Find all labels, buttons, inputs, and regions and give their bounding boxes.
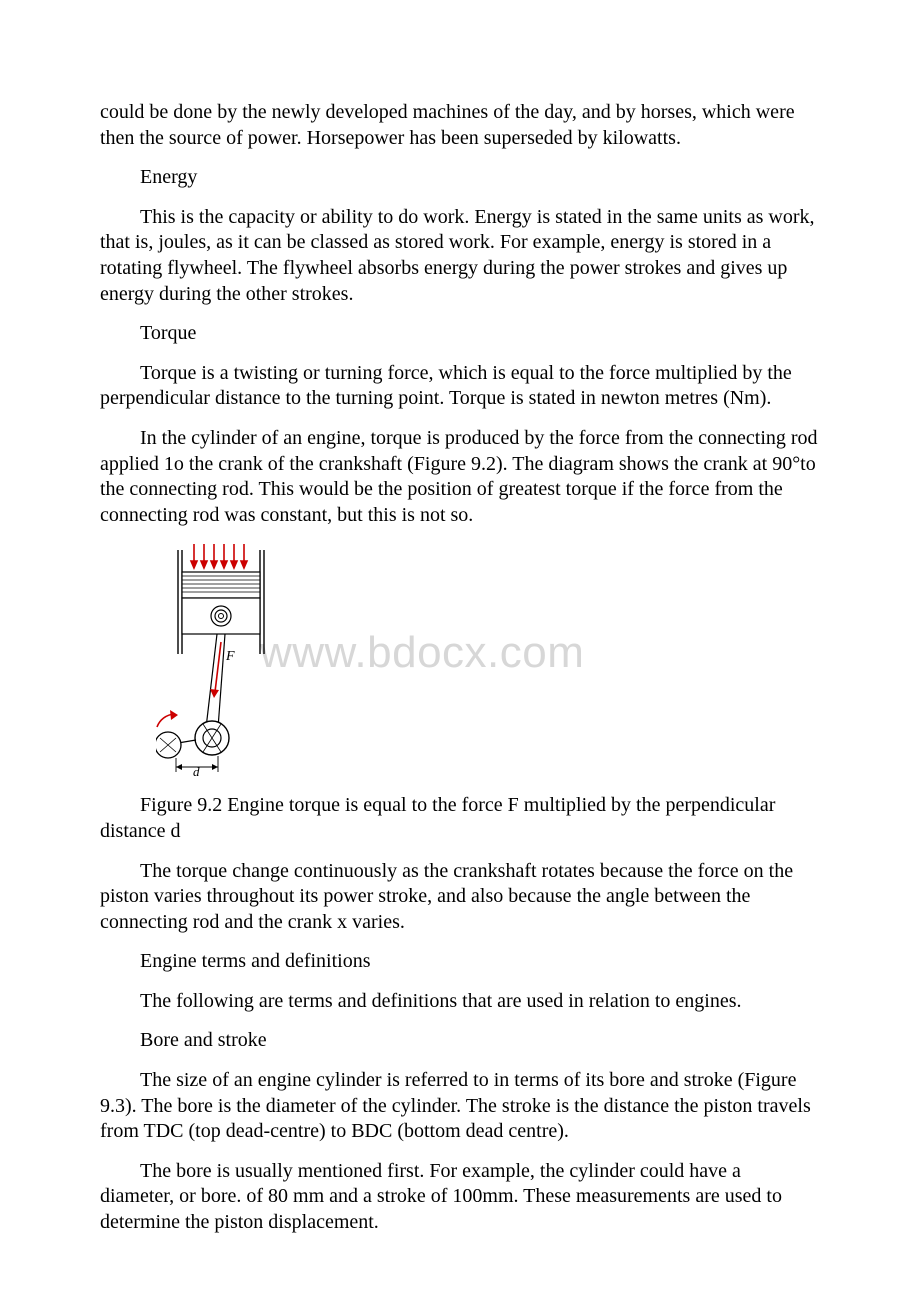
svg-text:d: d bbox=[193, 764, 200, 778]
svg-text:F: F bbox=[225, 649, 235, 664]
section-heading-torque: Torque bbox=[100, 321, 820, 347]
document-body: could be done by the newly developed mac… bbox=[100, 100, 820, 1236]
body-text: could be done by the newly developed mac… bbox=[100, 100, 820, 151]
section-heading-energy: Energy bbox=[100, 165, 820, 191]
body-text: The torque change continuously as the cr… bbox=[100, 859, 820, 936]
section-heading-bore-stroke: Bore and stroke bbox=[100, 1028, 820, 1054]
body-text: In the cylinder of an engine, torque is … bbox=[100, 426, 820, 528]
section-heading-terms: Engine terms and definitions bbox=[100, 949, 820, 975]
body-text: This is the capacity or ability to do wo… bbox=[100, 205, 820, 307]
figure-caption: Figure 9.2 Engine torque is equal to the… bbox=[100, 793, 820, 844]
body-text: Torque is a twisting or turning force, w… bbox=[100, 361, 820, 412]
figure-9-2: F d bbox=[156, 542, 820, 783]
body-text: The bore is usually mentioned first. For… bbox=[100, 1159, 820, 1236]
body-text: The following are terms and definitions … bbox=[100, 989, 820, 1015]
body-text: The size of an engine cylinder is referr… bbox=[100, 1068, 820, 1145]
engine-torque-diagram: F d bbox=[156, 542, 286, 778]
